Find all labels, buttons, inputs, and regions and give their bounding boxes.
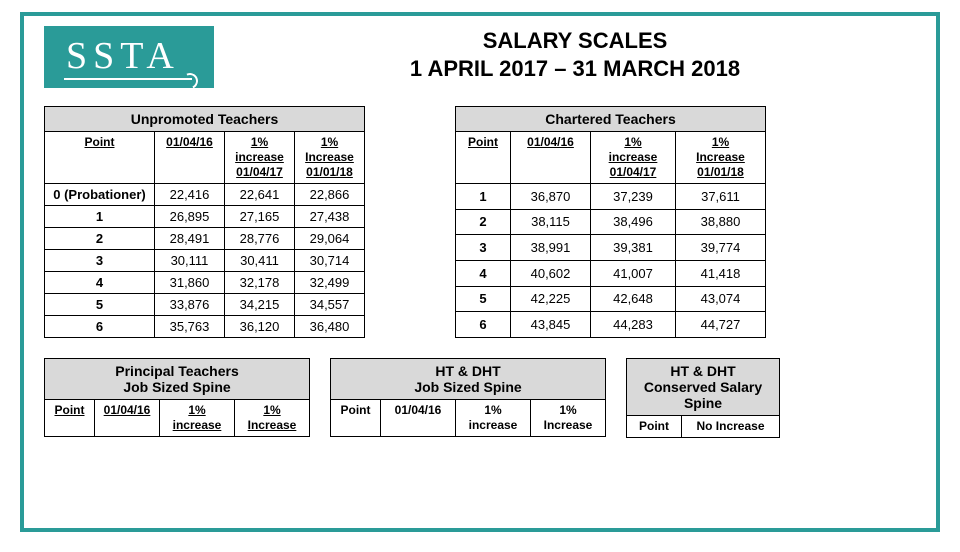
col-inc2: 1% Increase (235, 400, 310, 437)
col-inc2: 1% Increase (531, 400, 606, 437)
table-title: Chartered Teachers (456, 107, 766, 132)
table-row: 126,89527,16527,438 (45, 206, 365, 228)
table-body: 0 (Probationer)22,41622,64122,866 126,89… (45, 184, 365, 338)
col-inc1: 1% increase 01/04/17 (225, 132, 295, 184)
table-title: HT & DHT Conserved Salary Spine (627, 359, 780, 416)
table-conserved: HT & DHT Conserved Salary Spine Point No… (626, 358, 780, 438)
header-row: SSTA SALARY SCALES 1 APRIL 2017 – 31 MAR… (44, 26, 916, 88)
table-row: 136,87037,23937,611 (456, 184, 766, 210)
table-row: 330,11130,41130,714 (45, 250, 365, 272)
col-point: Point (331, 400, 381, 437)
col-point: Point (45, 132, 155, 184)
table-title: Unpromoted Teachers (45, 107, 365, 132)
logo-text: SSTA (66, 35, 180, 77)
tables-row-2: Principal Teachers Job Sized Spine Point… (44, 358, 916, 438)
col-base: 01/04/16 (511, 132, 591, 184)
col-base: 01/04/16 (381, 400, 456, 437)
table-row: 533,87634,21534,557 (45, 294, 365, 316)
table-title: HT & DHT Job Sized Spine (331, 359, 606, 400)
page-frame: SSTA SALARY SCALES 1 APRIL 2017 – 31 MAR… (20, 12, 940, 532)
logo: SSTA (44, 26, 214, 88)
table-title: Principal Teachers Job Sized Spine (45, 359, 310, 400)
title-block: SALARY SCALES 1 APRIL 2017 – 31 MARCH 20… (234, 26, 916, 84)
logo-underline (64, 78, 192, 80)
table-row: 338,99139,38139,774 (456, 235, 766, 261)
col-inc1: 1% increase 01/04/17 (591, 132, 676, 184)
table-body: 136,87037,23937,611 238,11538,49638,880 … (456, 184, 766, 338)
table-row: 542,22542,64843,074 (456, 286, 766, 312)
table-row: 643,84544,28344,727 (456, 312, 766, 338)
table-row: 431,86032,17832,499 (45, 272, 365, 294)
col-point: Point (45, 400, 95, 437)
table-unpromoted: Unpromoted Teachers Point 01/04/16 1% in… (44, 106, 365, 338)
col-point: Point (456, 132, 511, 184)
col-base: 01/04/16 (155, 132, 225, 184)
table-principal: Principal Teachers Job Sized Spine Point… (44, 358, 310, 437)
col-point: Point (627, 416, 682, 438)
col-inc1: 1% increase (160, 400, 235, 437)
table-row: 0 (Probationer)22,41622,64122,866 (45, 184, 365, 206)
table-row: 440,60241,00741,418 (456, 260, 766, 286)
table-row: 228,49128,77629,064 (45, 228, 365, 250)
col-inc2: 1% Increase 01/01/18 (295, 132, 365, 184)
page-title: SALARY SCALES (234, 28, 916, 54)
col-inc1: 1% increase (456, 400, 531, 437)
table-chartered: Chartered Teachers Point 01/04/16 1% inc… (455, 106, 766, 338)
page-subtitle: 1 APRIL 2017 – 31 MARCH 2018 (234, 56, 916, 82)
col-inc2: 1% Increase 01/01/18 (676, 132, 766, 184)
tables-row-1: Unpromoted Teachers Point 01/04/16 1% in… (44, 106, 916, 338)
table-row: 635,76336,12036,480 (45, 316, 365, 338)
table-row: 238,11538,49638,880 (456, 209, 766, 235)
col-base: 01/04/16 (95, 400, 160, 437)
table-htdht: HT & DHT Job Sized Spine Point 01/04/16 … (330, 358, 606, 437)
col-no-increase: No Increase (682, 416, 780, 438)
